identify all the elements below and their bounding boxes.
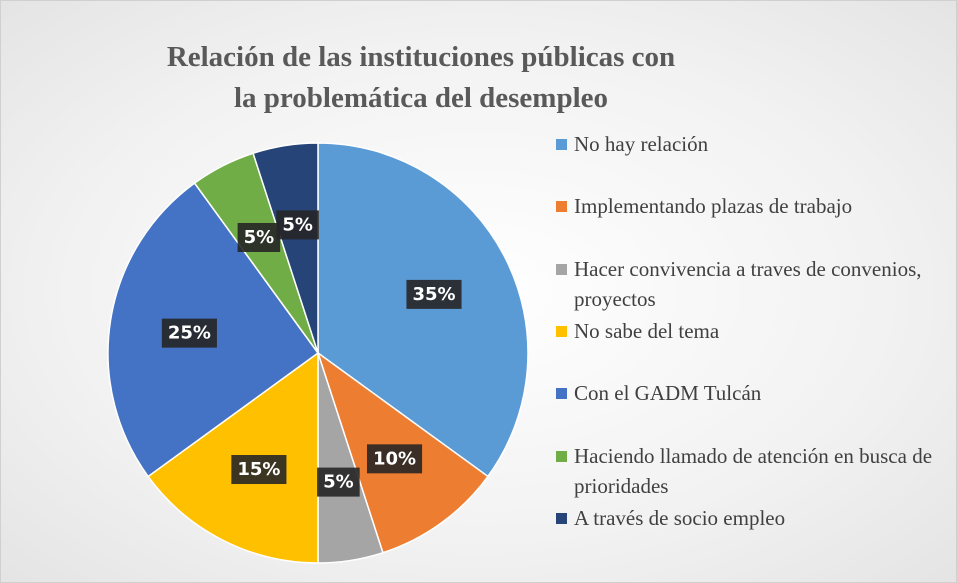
data-label-bg xyxy=(231,455,287,485)
data-label: 5% xyxy=(323,472,354,493)
data-label-bg xyxy=(317,467,360,497)
legend-label: Implementando plazas de trabajo xyxy=(574,194,853,219)
legend-swatch xyxy=(556,201,567,213)
data-label-bg xyxy=(406,279,462,309)
legend-item: Haciendo llamado de atención en busca de… xyxy=(554,441,944,501)
legend-label: Con el GADM Tulcán xyxy=(574,381,762,406)
legend-label: Haciendo llamado de atención en busca de… xyxy=(574,443,933,498)
data-label: 5% xyxy=(244,227,275,248)
legend-swatch xyxy=(556,263,567,275)
legend-label: No sabe del tema xyxy=(574,318,720,343)
legend-item: Hacer convivencia a traves de convenios,… xyxy=(554,254,944,314)
data-label: 5% xyxy=(282,214,313,235)
legend-swatch xyxy=(556,139,567,150)
legend-item: Con el GADM Tulcán xyxy=(554,378,944,408)
data-label: 15% xyxy=(237,459,280,480)
legend-item: No sabe del tema xyxy=(554,316,944,346)
legend-item: Implementando plazas de trabajo xyxy=(554,191,944,221)
data-label: 25% xyxy=(168,323,211,344)
data-label-bg xyxy=(237,222,281,252)
data-label-bg xyxy=(276,210,319,240)
data-label: 35% xyxy=(412,284,455,305)
legend-swatch xyxy=(556,512,567,524)
legend-item: No hay relación xyxy=(554,129,944,159)
chart-title: Relación de las instituciones públicas c… xyxy=(166,41,676,114)
legend-label: No hay relación xyxy=(574,132,709,156)
data-label-bg xyxy=(161,318,217,348)
legend-label: A través de socio empleo xyxy=(574,505,786,530)
data-label-bg xyxy=(366,444,423,474)
legend-item: A través de socio empleo xyxy=(554,503,944,533)
legend-label: Hacer convivencia a traves de convenios,… xyxy=(574,256,922,311)
pie-slice xyxy=(252,142,319,354)
pie-slice xyxy=(317,142,529,478)
legend-swatch xyxy=(556,450,567,462)
legend-swatch xyxy=(556,325,567,337)
data-label: 10% xyxy=(373,448,416,469)
legend-swatch xyxy=(556,388,567,400)
